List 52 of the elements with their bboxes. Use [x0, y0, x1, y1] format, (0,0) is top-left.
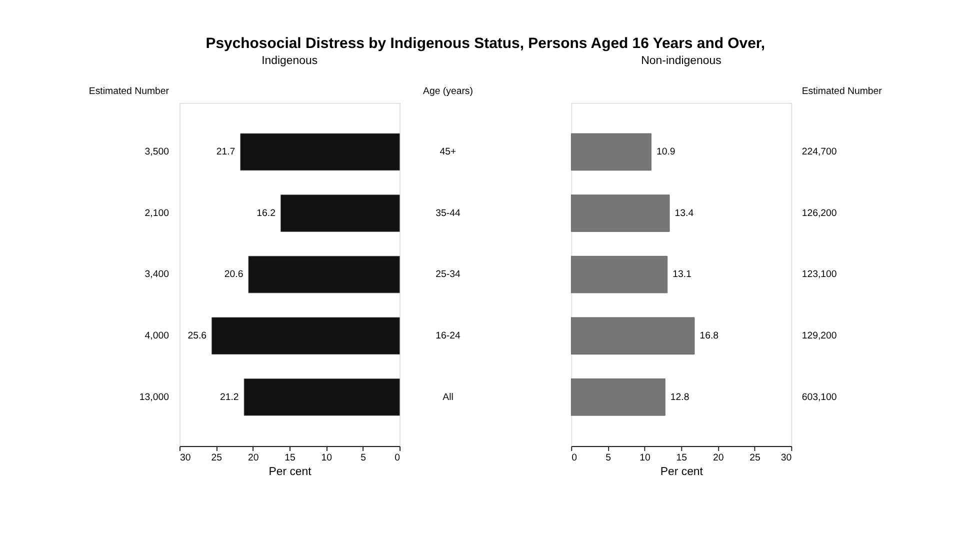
- y2-tick-label: 2,100: [144, 208, 169, 219]
- x-tick-label: 20: [712, 452, 724, 464]
- x-tick-label: 5: [360, 452, 366, 464]
- x-tick-label: 0: [572, 452, 578, 464]
- y2-axis-title: Estimated Number: [88, 86, 170, 98]
- y2-tick-label: 603,100: [802, 392, 837, 403]
- data-label: 12.8: [670, 392, 690, 403]
- y2-tick-label: 13,000: [139, 392, 169, 403]
- x-tick-label: 0: [394, 452, 400, 464]
- x-tick-label: 30: [180, 452, 191, 464]
- x-tick-label: 15: [284, 452, 296, 464]
- data-label: 16.8: [700, 330, 719, 342]
- bar: [248, 256, 400, 294]
- data-label: 10.9: [656, 146, 676, 158]
- x-axis-title: Per cent: [660, 466, 704, 478]
- x-tick-label: 20: [248, 452, 259, 464]
- data-label: 21.7: [216, 146, 236, 158]
- bar: [280, 194, 400, 232]
- data-label: 21.2: [220, 392, 239, 403]
- bar: [212, 317, 400, 354]
- y-tick-label: 35-44: [436, 208, 461, 219]
- y-tick-label: All: [442, 392, 454, 403]
- x-tick-label: 15: [676, 452, 688, 464]
- x-axis-title: Per cent: [268, 466, 312, 478]
- y2-tick-label: 4,000: [144, 330, 169, 342]
- x-tick-label: 30: [780, 452, 792, 464]
- y2-tick-label: 224,700: [802, 146, 837, 158]
- text: Psychosocial Distress by Indigenous Status, Persons Aged 16 Years and Over,: [206, 34, 766, 52]
- chart-subtitle: Indigenous: [262, 55, 318, 68]
- bar: [244, 378, 400, 416]
- y-tick-label: 25-34: [436, 269, 461, 280]
- y-axis-title: Age (years): [422, 86, 473, 98]
- y2-tick-label: 3,500: [144, 146, 169, 158]
- x-tick-label: 25: [750, 452, 760, 464]
- data-label: 25.6: [188, 330, 207, 342]
- y-tick-label: 45+: [440, 146, 457, 158]
- chart-title: Non-indigenous: [641, 55, 722, 68]
- y-tick-label: 16-24: [436, 330, 461, 342]
- data-label: 13.1: [672, 269, 692, 280]
- x-tick-label: 25: [211, 452, 222, 464]
- x-tick-label: 5: [606, 452, 612, 464]
- y2-tick-label: 3,400: [144, 269, 169, 280]
- x-tick-label: 10: [321, 452, 332, 464]
- y2-tick-label: 126,200: [802, 208, 837, 219]
- bar: [240, 133, 400, 171]
- y2-axis-title: Estimated Number: [802, 86, 883, 98]
- data-label: 20.6: [224, 269, 244, 280]
- x-tick-label: 10: [640, 452, 650, 464]
- data-label: 16.2: [256, 208, 276, 219]
- y2-tick-label: 123,100: [802, 269, 837, 280]
- data-label: 13.4: [674, 208, 694, 219]
- y2-tick-label: 129,200: [802, 330, 837, 342]
